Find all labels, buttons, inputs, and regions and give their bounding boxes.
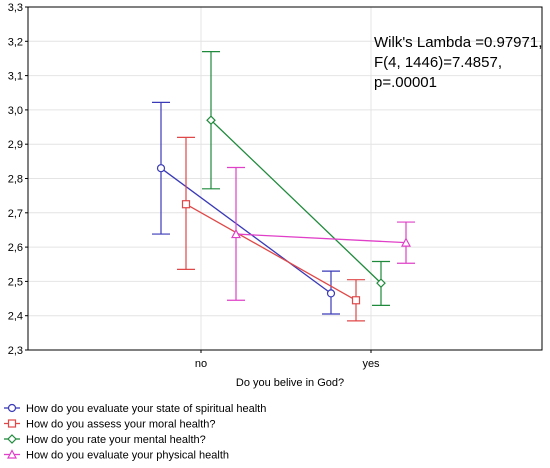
legend-item-3: How do you rate your mental health?: [4, 434, 206, 446]
series-4: [227, 166, 415, 301]
series-2: [177, 136, 365, 322]
y-tick-label: 2,6: [8, 242, 23, 254]
series-line: [210, 119, 382, 284]
marker-circle: [326, 289, 336, 298]
marker-square: [7, 419, 17, 428]
x-tick-label-yes: yes: [362, 358, 380, 370]
marker-square: [351, 296, 361, 305]
annotation-line: Wilk's Lambda =0.97971,: [374, 34, 542, 51]
series-line: [160, 167, 332, 294]
y-tick-label: 2,5: [8, 276, 23, 288]
marker-triangle: [231, 228, 241, 239]
marker-diamond: [7, 434, 17, 444]
series-3: [202, 50, 390, 307]
marker-diamond: [206, 115, 216, 126]
y-tick-label: 3,0: [8, 105, 23, 117]
series-1: [152, 101, 340, 315]
x-axis-ticks: no yes: [195, 350, 380, 370]
marker-triangle: [401, 237, 411, 247]
statistics-annotation: Wilk's Lambda =0.97971, F(4, 1446)=7.4857…: [374, 34, 542, 91]
legend-item-1: How do you evaluate your state of spirit…: [4, 403, 266, 415]
x-tick-label-no: no: [195, 358, 207, 370]
y-tick-label: 3,2: [8, 36, 23, 48]
y-tick-label: 2,9: [8, 139, 23, 151]
marker-square: [181, 200, 191, 209]
series-line: [185, 203, 357, 301]
y-tick-label: 2,3: [8, 345, 23, 357]
annotation-line: p=.00001: [374, 74, 437, 91]
y-tick-label: 2,7: [8, 208, 23, 220]
annotation-line: F(4, 1446)=7.4857,: [374, 54, 502, 71]
legend-label: How do you assess your moral health?: [26, 419, 216, 431]
marker-triangle: [7, 449, 17, 459]
plot-marks: [152, 50, 415, 322]
y-axis-ticks: 2,3 2,4 2,5 2,6 2,7 2,8 2,9 3,0 3,1 3,2 3,3: [8, 2, 28, 357]
marker-circle: [156, 164, 166, 173]
marker-circle: [7, 403, 17, 413]
legend-item-4: How do you evaluate your physical health: [4, 449, 229, 462]
y-tick-label: 2,8: [8, 174, 23, 186]
legend-label: How do you evaluate your state of spirit…: [26, 403, 266, 415]
legend-item-2: How do you assess your moral health?: [4, 419, 216, 431]
series-line: [235, 233, 407, 244]
legend-label: How do you rate your mental health?: [26, 434, 206, 446]
legend-label: How do you evaluate your physical health: [26, 450, 229, 462]
y-tick-label: 3,1: [8, 71, 23, 83]
legend: How do you evaluate your state of spirit…: [4, 403, 266, 462]
marker-diamond: [376, 278, 386, 288]
x-axis-label: Do you belive in God?: [236, 377, 344, 389]
y-tick-label: 3,3: [8, 2, 23, 14]
y-tick-label: 2,4: [8, 311, 23, 323]
